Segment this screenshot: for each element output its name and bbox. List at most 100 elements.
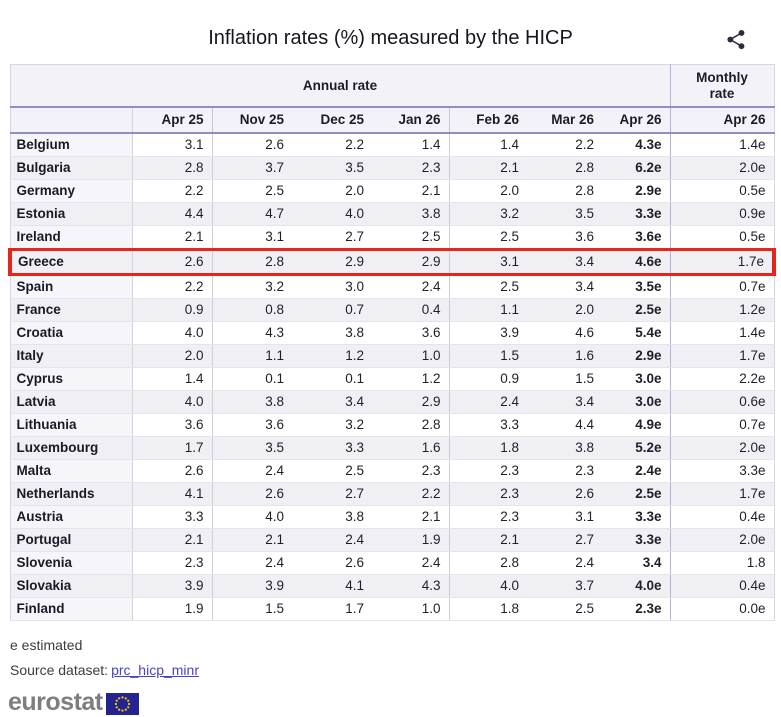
column-header: Jan 26 [372, 107, 450, 135]
value-cell: 3.3 [132, 505, 213, 530]
table-row[interactable]: Lithuania 3.6 3.6 3.2 2.8 3.3 4.4 4.9e 0.7e [10, 413, 775, 438]
value-cell: 4.0 [212, 505, 292, 530]
monthly-value-cell: 0.0e [669, 597, 775, 622]
value-cell: 2.9 [372, 390, 450, 415]
monthly-value-cell: 0.5e [669, 179, 775, 204]
value-cell: 2.3 [372, 459, 450, 484]
value-cell: 1.9 [372, 528, 450, 553]
value-cell: 3.5 [292, 156, 372, 181]
monthly-value-cell: 3.3e [669, 459, 775, 484]
value-cell: 2.2 [292, 133, 372, 158]
table-row[interactable]: Spain 2.2 3.2 3.0 2.4 2.5 3.4 3.5e 0.7e [10, 274, 775, 300]
value-cell: 3.8 [372, 202, 450, 227]
table-row[interactable]: Cyprus 1.4 0.1 0.1 1.2 0.9 1.5 3.0e 2.2e [10, 367, 775, 392]
table-row[interactable]: Belgium 3.1 2.6 2.2 1.4 1.4 2.2 4.3e 1.4e [10, 133, 775, 158]
country-label: Cyprus [10, 367, 133, 392]
value-cell: 2.8 [527, 156, 602, 181]
value-cell: 3.3 [449, 413, 527, 438]
value-cell: 1.7 [292, 597, 372, 622]
value-cell: 2.4 [372, 551, 450, 576]
group-header-row: Annual rate Monthly rate [10, 64, 775, 109]
table-row[interactable]: Netherlands 4.1 2.6 2.7 2.2 2.3 2.6 2.5e 1.7e [10, 482, 775, 507]
value-cell: 2.1 [449, 528, 527, 553]
value-cell: 2.1 [372, 505, 450, 530]
value-cell: 1.5 [212, 597, 292, 622]
value-cell: 0.9 [449, 367, 527, 392]
value-cell: 4.4 [527, 413, 602, 438]
value-cell: 1.4 [132, 367, 213, 392]
value-cell: 1.4 [372, 133, 450, 158]
value-cell: 4.0 [449, 574, 527, 599]
value-cell: 2.9e [602, 344, 671, 369]
value-cell: 4.9e [602, 413, 671, 438]
table-row[interactable]: France 0.9 0.8 0.7 0.4 1.1 2.0 2.5e 1.2e [10, 298, 775, 323]
value-cell: 2.3 [449, 482, 527, 507]
value-cell: 3.8 [527, 436, 602, 461]
page-title: Inflation rates (%) measured by the HICP [208, 27, 573, 49]
table-row[interactable]: Bulgaria 2.8 3.7 3.5 2.3 2.1 2.8 6.2e 2.0e [10, 156, 775, 181]
table-row[interactable]: Croatia 4.0 4.3 3.8 3.6 3.9 4.6 5.4e 1.4e [10, 321, 775, 346]
value-cell: 3.9 [449, 321, 527, 346]
table-row[interactable]: Italy 2.0 1.1 1.2 1.0 1.5 1.6 2.9e 1.7e [10, 344, 775, 369]
table-row[interactable]: Portugal 2.1 2.1 2.4 1.9 2.1 2.7 3.3e 2.0e [10, 528, 775, 553]
monthly-value-cell: 1.4e [669, 133, 775, 158]
value-cell: 1.9 [132, 597, 213, 622]
value-cell: 2.5e [602, 482, 671, 507]
table-row[interactable]: Luxembourg 1.7 3.5 3.3 1.6 1.8 3.8 5.2e 2.0e [10, 436, 775, 461]
monthly-value-cell: 1.2e [669, 298, 775, 323]
value-cell: 2.1 [132, 225, 213, 251]
value-cell: 4.1 [132, 482, 213, 507]
table-row[interactable]: Slovenia 2.3 2.4 2.6 2.4 2.8 2.4 3.4 1.8 [10, 551, 775, 576]
country-label: Malta [10, 459, 133, 484]
country-label: Croatia [10, 321, 133, 346]
value-cell: 3.7 [212, 156, 292, 181]
value-cell: 2.5 [372, 225, 450, 251]
value-cell: 2.7 [292, 225, 372, 251]
table-row[interactable]: Ireland 2.1 3.1 2.7 2.5 2.5 3.6 3.6e 0.5e [10, 225, 775, 251]
column-header: Dec 25 [292, 107, 372, 135]
country-label: Germany [10, 179, 133, 204]
country-label: Portugal [10, 528, 133, 553]
value-cell: 0.7 [292, 298, 372, 323]
value-cell: 3.4 [602, 551, 671, 576]
value-cell: 3.4 [527, 390, 602, 415]
value-cell: 3.7 [527, 574, 602, 599]
share-button[interactable] [725, 29, 747, 51]
table-row[interactable]: Latvia 4.0 3.8 3.4 2.9 2.4 3.4 3.0e 0.6e [10, 390, 775, 415]
table-row[interactable]: Germany 2.2 2.5 2.0 2.1 2.0 2.8 2.9e 0.5e [10, 179, 775, 204]
value-cell: 3.2 [449, 202, 527, 227]
value-cell: 1.7 [132, 436, 213, 461]
monthly-value-cell: 2.0e [669, 528, 775, 553]
table-row[interactable]: Estonia 4.4 4.7 4.0 3.8 3.2 3.5 3.3e 0.9e [10, 202, 775, 227]
value-cell: 2.9 [292, 248, 372, 277]
monthly-value-cell: 0.7e [669, 413, 775, 438]
source-dataset-link[interactable]: prc_hicp_minr [111, 662, 199, 679]
country-label: Greece [8, 248, 133, 277]
monthly-rate-label: Monthly rate [696, 70, 748, 101]
value-cell: 2.5 [449, 225, 527, 251]
value-cell: 3.5 [527, 202, 602, 227]
monthly-rate-header: Monthly rate [669, 64, 775, 109]
value-cell: 3.1 [132, 133, 213, 158]
value-cell: 2.3 [527, 459, 602, 484]
value-cell: 2.4e [602, 459, 671, 484]
country-label: Austria [10, 505, 133, 530]
value-cell: 3.3e [602, 505, 671, 530]
table-row[interactable]: Malta 2.6 2.4 2.5 2.3 2.3 2.3 2.4e 3.3e [10, 459, 775, 484]
value-cell: 1.6 [372, 436, 450, 461]
value-cell: 2.2 [132, 179, 213, 204]
table-row[interactable]: Austria 3.3 4.0 3.8 2.1 2.3 3.1 3.3e 0.4e [10, 505, 775, 530]
value-cell: 3.6e [602, 225, 671, 251]
table-row[interactable]: Finland 1.9 1.5 1.7 1.0 1.8 2.5 2.3e 0.0e [10, 597, 775, 622]
value-cell: 4.6e [602, 248, 671, 277]
table-row[interactable]: Slovakia 3.9 3.9 4.1 4.3 4.0 3.7 4.0e 0.4e [10, 574, 775, 599]
value-cell: 5.4e [602, 321, 671, 346]
table-row-highlighted[interactable]: Greece 2.6 2.8 2.9 2.9 3.1 3.4 4.6e 1.7e [8, 248, 777, 277]
value-cell: 1.5 [449, 344, 527, 369]
value-cell: 1.6 [527, 344, 602, 369]
eurostat-logo-text: eurostat [8, 688, 103, 717]
value-cell: 3.4 [292, 390, 372, 415]
value-cell: 3.9 [212, 574, 292, 599]
country-label: Finland [10, 597, 133, 622]
country-label: Luxembourg [10, 436, 133, 461]
